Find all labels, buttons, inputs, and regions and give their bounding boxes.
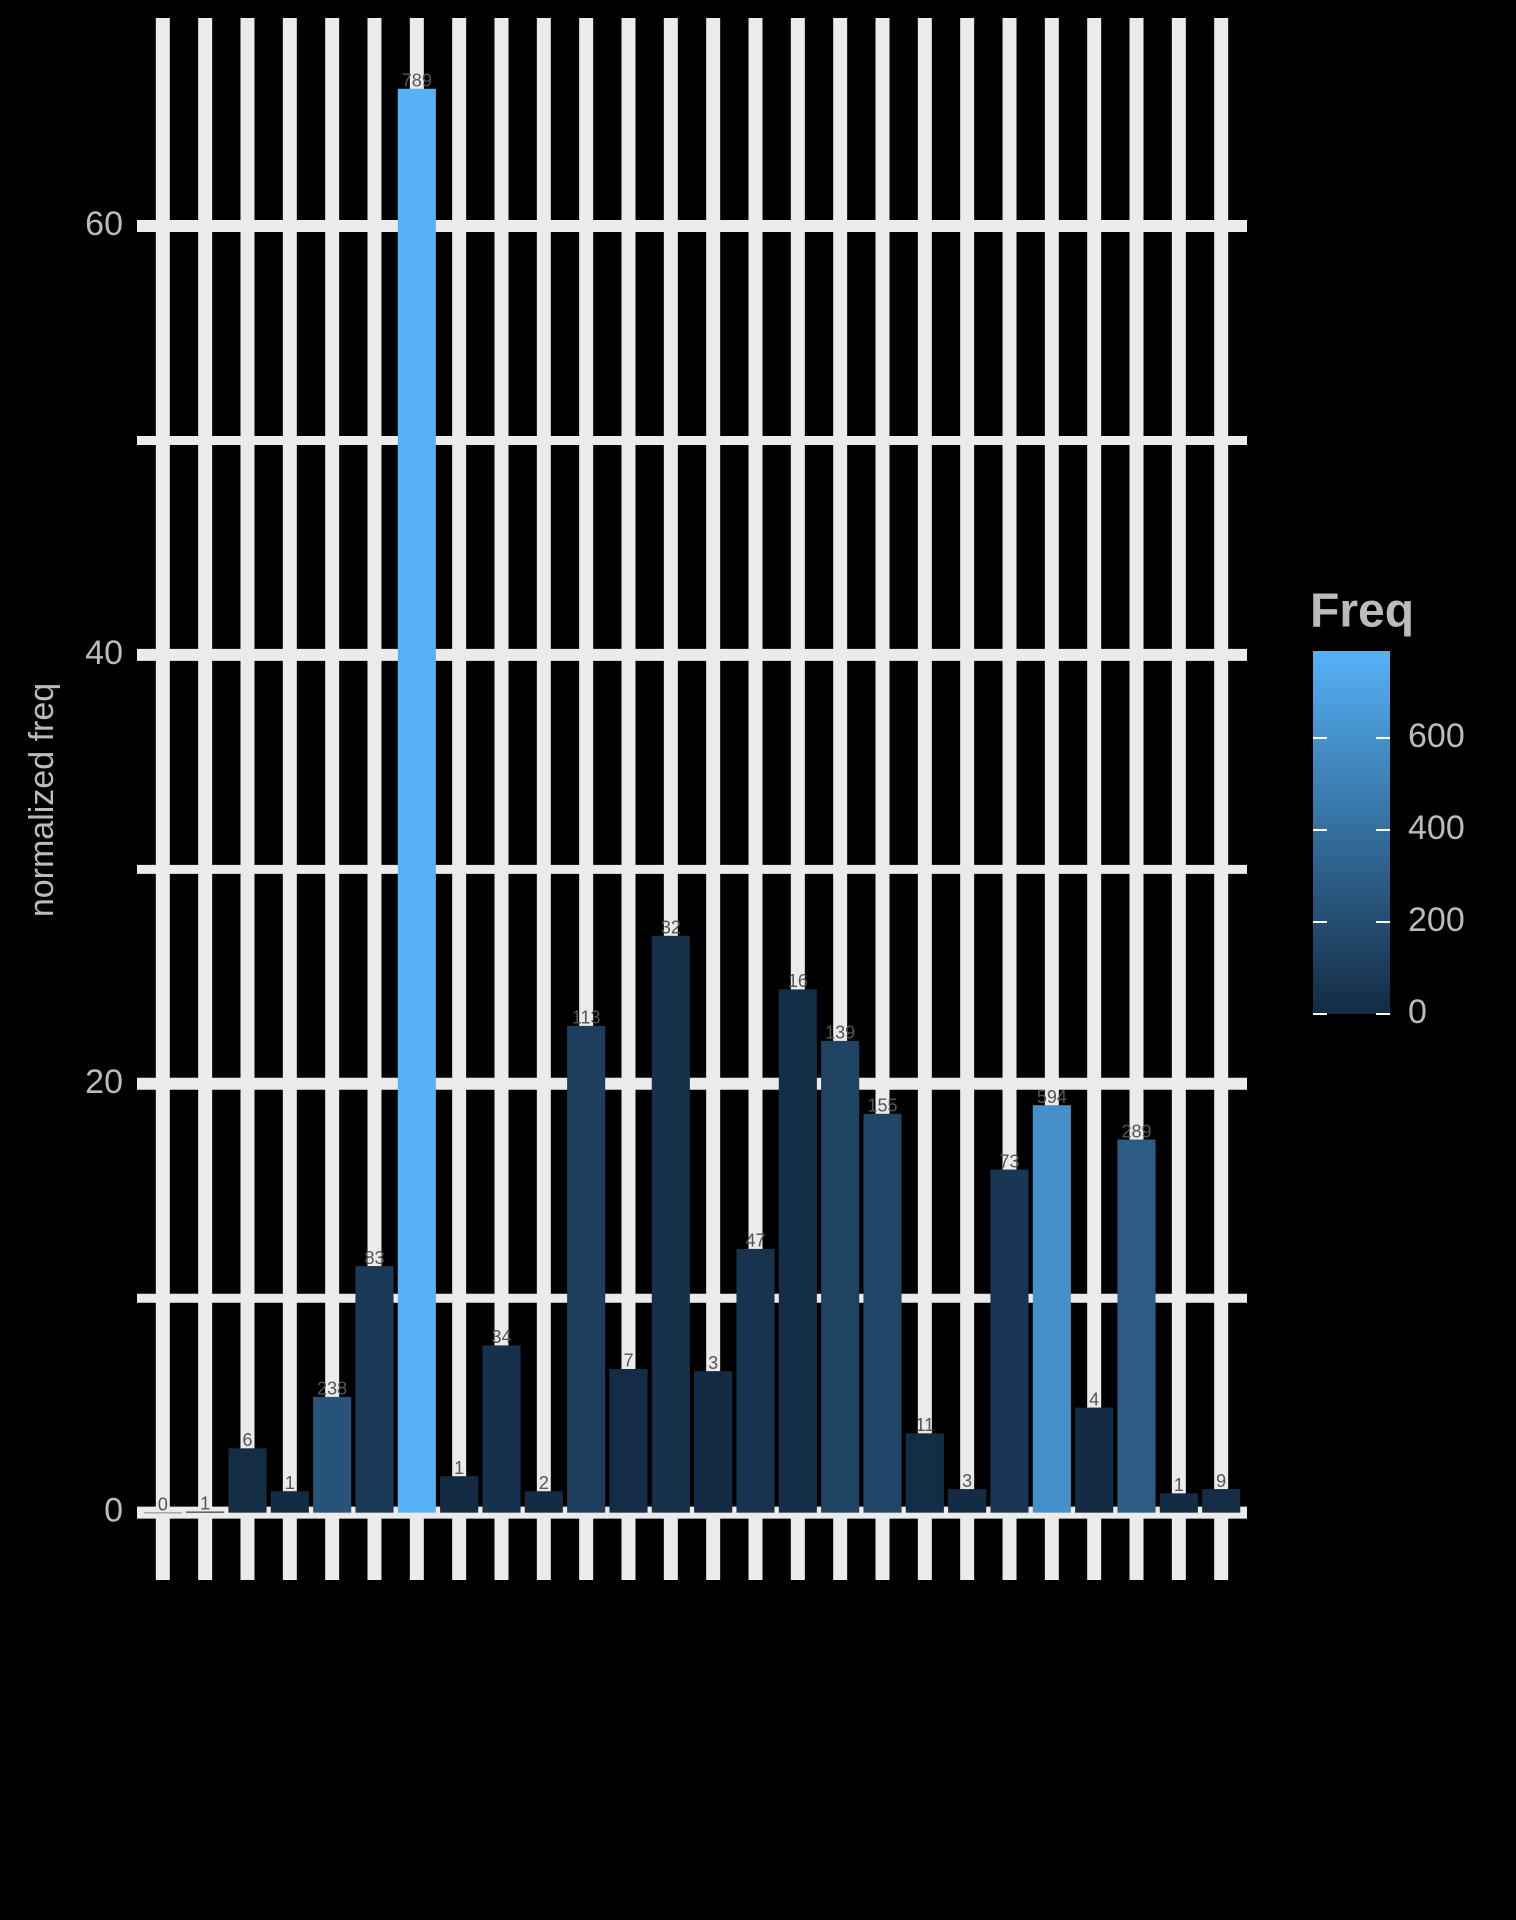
bar <box>186 1511 225 1513</box>
bar <box>355 1266 394 1513</box>
y-tick-label: 40 <box>85 634 123 672</box>
bar-label: 3 <box>962 1471 972 1491</box>
bar <box>1032 1105 1071 1513</box>
bar-label: 238 <box>317 1379 347 1399</box>
bar <box>1159 1493 1198 1513</box>
y-tick-label: 0 <box>104 1492 123 1530</box>
bar-label: 1 <box>285 1473 295 1493</box>
bar-label: 1 <box>454 1458 464 1478</box>
bar <box>821 1040 860 1513</box>
bar <box>694 1371 733 1513</box>
y-axis-label: normalized freq <box>23 683 61 917</box>
bar-label: 6 <box>242 1430 252 1450</box>
bar-label: 289 <box>1121 1121 1151 1141</box>
y-tick-label: 60 <box>85 205 123 243</box>
bar <box>482 1345 521 1513</box>
bar-label: 1 <box>200 1493 210 1513</box>
bar <box>1202 1489 1241 1513</box>
bar-label: 3 <box>708 1353 718 1373</box>
bar <box>524 1491 563 1513</box>
bar-label: 789 <box>402 71 432 91</box>
bar-label: 155 <box>867 1096 897 1116</box>
bar <box>948 1489 987 1513</box>
bar <box>228 1448 267 1513</box>
bar <box>863 1113 902 1513</box>
legend-tick-label: 400 <box>1408 809 1465 847</box>
bar-label: 1 <box>1174 1475 1184 1495</box>
bar <box>440 1476 479 1513</box>
bar <box>778 989 817 1513</box>
bar <box>905 1433 944 1513</box>
bar-label: 0 <box>158 1494 168 1514</box>
bar <box>651 935 690 1513</box>
bar <box>397 88 436 1513</box>
legend-tick-label: 0 <box>1408 993 1427 1031</box>
legend-title: Freq <box>1310 585 1414 638</box>
bar-label: 113 <box>572 1008 601 1028</box>
bar-label: 47 <box>745 1231 765 1251</box>
bar <box>990 1169 1029 1513</box>
bar <box>143 1512 182 1514</box>
bar <box>1075 1407 1114 1513</box>
bar-label: 73 <box>999 1151 1019 1171</box>
bar-label: 9 <box>1216 1471 1226 1491</box>
bar <box>270 1491 309 1513</box>
bar-label: 594 <box>1037 1087 1067 1107</box>
legend-tick-label: 600 <box>1408 717 1465 755</box>
colorbar <box>1313 651 1390 1014</box>
bar-label: 83 <box>364 1248 384 1268</box>
bar <box>609 1368 648 1513</box>
bar-label: 139 <box>825 1023 855 1043</box>
legend-tick-label: 200 <box>1408 901 1465 939</box>
y-tick-label: 20 <box>85 1063 123 1101</box>
bar-label: 2 <box>539 1473 549 1493</box>
bar-label: 32 <box>661 918 681 938</box>
bar-label: 4 <box>1089 1389 1099 1409</box>
bar-label: 16 <box>788 971 808 991</box>
bar-label: 34 <box>491 1327 511 1347</box>
bar <box>567 1025 606 1513</box>
bar <box>736 1248 775 1513</box>
bar <box>313 1396 352 1513</box>
bar-label: 11 <box>915 1415 934 1435</box>
bar <box>1117 1139 1156 1513</box>
bar-label: 7 <box>623 1351 633 1371</box>
